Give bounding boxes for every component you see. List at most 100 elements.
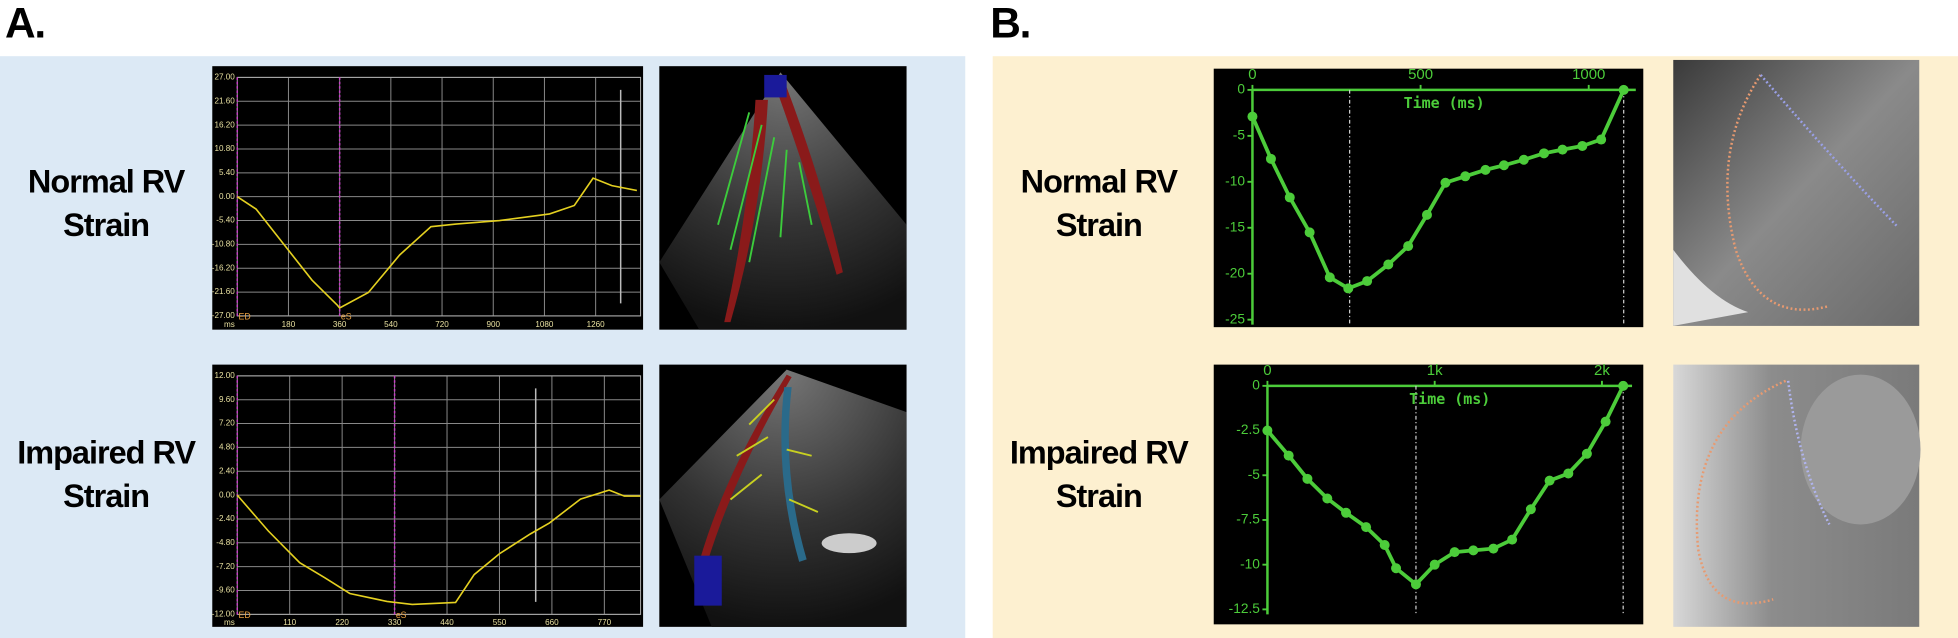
data-point (1403, 241, 1414, 252)
data-point (1600, 416, 1611, 427)
x-tick-label: 1k (1427, 362, 1443, 379)
data-point (1518, 154, 1529, 165)
y-tick-label: -7.20 (216, 562, 235, 571)
y-tick-label: -10.80 (212, 240, 235, 249)
y-tick-label: 4.80 (219, 443, 235, 452)
event-label: eS (341, 311, 352, 321)
data-point (1341, 507, 1352, 518)
data-point (1460, 171, 1471, 182)
x-tick-label: 770 (598, 618, 612, 627)
x-axis-label: Time (ms) (1404, 94, 1485, 112)
x-tick-label: 360 (333, 320, 347, 329)
row-label: Impaired RV Strain (17, 433, 196, 515)
y-tick-label: 0 (1252, 377, 1260, 392)
x-tick-label: 180 (282, 320, 296, 329)
row-label: Normal RV Strain (1020, 162, 1178, 244)
data-point (1362, 276, 1373, 287)
y-tick-label: -10 (1240, 556, 1260, 571)
data-point (1391, 563, 1402, 574)
data-point (1577, 140, 1588, 151)
data-point (1596, 134, 1607, 145)
data-point (1410, 579, 1421, 590)
y-tick-label: 10.80 (214, 144, 235, 153)
y-tick-label: 21.60 (214, 96, 235, 105)
y-tick-label: -20 (1225, 265, 1245, 280)
y-tick-label: -12.5 (1229, 601, 1261, 616)
chart-background (212, 66, 644, 330)
y-tick-label: -5 (1233, 127, 1246, 142)
y-tick-label: 27.00 (214, 73, 235, 82)
data-point (1265, 153, 1276, 164)
y-tick-label: 2.40 (219, 466, 235, 475)
mri-image (1673, 364, 1921, 627)
x-tick-label: 2k (1594, 362, 1610, 379)
y-tick-label: 0 (1237, 82, 1245, 97)
y-tick-label: -5 (1248, 467, 1261, 482)
x-axis-label: Time (ms) (1409, 390, 1490, 408)
x-tick-label: 220 (335, 618, 349, 627)
event-label: eS (396, 610, 407, 620)
y-tick-label: -10 (1225, 173, 1245, 188)
data-point (1304, 227, 1315, 238)
data-point (1538, 148, 1549, 159)
x-tick-label: 720 (435, 320, 449, 329)
data-point (1440, 177, 1451, 188)
chart: 12.00 9.60 7.20 4.80 2.40 0.00 -2.40 -4.80 -7.20… (212, 364, 644, 627)
y-tick-label: -21.60 (212, 287, 235, 296)
y-tick-label: 5.40 (219, 168, 235, 177)
data-point (1383, 259, 1394, 270)
x-tick-label: 330 (388, 618, 402, 627)
data-point (1488, 543, 1499, 554)
y-tick-label: -2.5 (1236, 422, 1260, 437)
data-point (1468, 545, 1479, 556)
data-point (1581, 448, 1592, 459)
data-point (1507, 534, 1518, 545)
data-point (1563, 468, 1574, 479)
y-tick-label: -27.00 (212, 311, 235, 320)
x-tick-label: 1080 (535, 320, 554, 329)
chart-background (1213, 364, 1644, 625)
x-tick-label: 660 (545, 618, 559, 627)
data-point (1322, 493, 1333, 504)
x-tick-label: 540 (384, 320, 398, 329)
data-point (1361, 522, 1372, 533)
data-point (1544, 475, 1555, 486)
data-point (1421, 209, 1432, 220)
y-tick-label: -15 (1225, 219, 1245, 234)
y-tick-label: 16.20 (214, 120, 235, 129)
data-point (1247, 111, 1258, 122)
data-point (1618, 84, 1629, 95)
y-tick-label: -5.40 (216, 216, 235, 225)
data-point (1557, 144, 1568, 155)
event-label: ED (239, 311, 251, 321)
x-tick-label: 1000 (1572, 66, 1605, 83)
data-point (1324, 272, 1335, 283)
panel-label: A. (4, 0, 46, 48)
x-tick-label: 900 (486, 320, 500, 329)
data-point (1618, 380, 1629, 391)
data-point (1302, 473, 1313, 484)
x-tick-label: 440 (440, 618, 454, 627)
y-tick-label: -16.20 (212, 263, 235, 272)
y-tick-label: -2.40 (216, 514, 235, 523)
x-tick-label: 1260 (587, 320, 606, 329)
y-tick-label: 0.00 (219, 192, 235, 201)
x-tick-label: 500 (1408, 66, 1433, 83)
y-tick-label: -12.00 (212, 610, 235, 619)
data-line (236, 489, 641, 606)
y-tick-label: 7.20 (219, 419, 235, 428)
y-tick-label: -7.5 (1236, 512, 1260, 527)
x-axis-label: ms (224, 618, 235, 627)
chart: 0 -5 -10 -15 -20 -25 0 500 1000 Time (ms) (1213, 66, 1644, 328)
data-point (1449, 547, 1460, 558)
data-point (1284, 192, 1295, 203)
data-point (1480, 164, 1491, 175)
x-tick-label: 0 (1263, 362, 1271, 379)
data-point (1262, 425, 1273, 436)
data-point (1525, 504, 1536, 515)
mri-image (1673, 59, 1920, 326)
y-tick-label: 9.60 (219, 395, 235, 404)
y-tick-label: 12.00 (214, 371, 235, 380)
y-tick-label: -9.60 (216, 586, 235, 595)
